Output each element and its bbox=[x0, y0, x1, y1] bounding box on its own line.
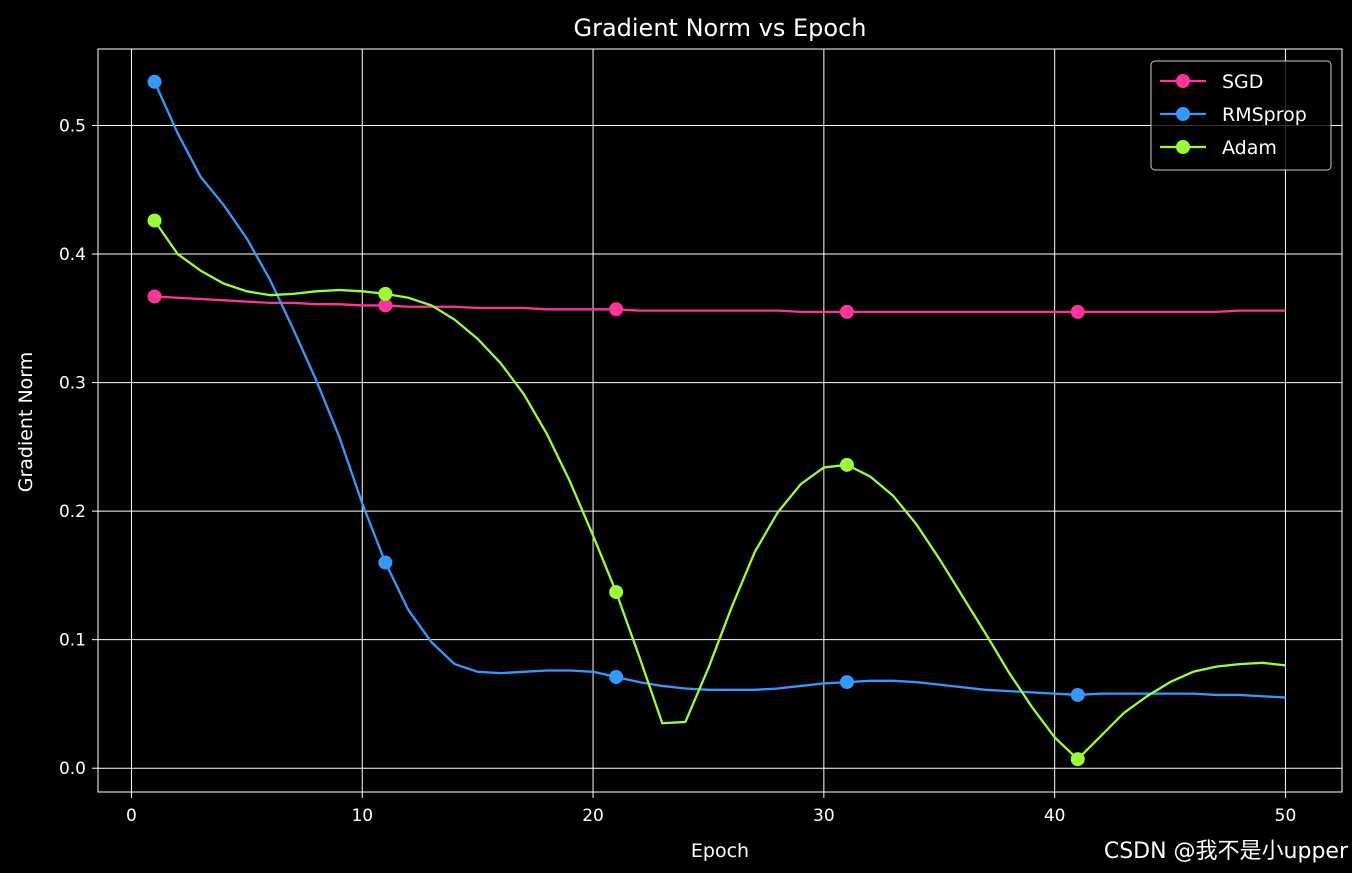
x-tick-label: 0 bbox=[126, 806, 137, 826]
legend-label-sgd: SGD bbox=[1222, 71, 1263, 93]
series-point-rmsprop bbox=[378, 555, 393, 570]
ticks: 0 10 20 30 40 50 0.0 0.1 0.2 0.3 0.4 0.5 bbox=[59, 116, 1296, 826]
chart-title: Gradient Norm vs Epoch bbox=[573, 14, 866, 42]
y-tick-label: 0.4 bbox=[59, 245, 86, 265]
legend-label-adam: Adam bbox=[1222, 137, 1277, 159]
series-point-adam bbox=[839, 457, 854, 472]
x-tick-label: 30 bbox=[813, 806, 835, 826]
grid bbox=[98, 49, 1342, 792]
plot-frame bbox=[97, 48, 1343, 793]
series-point-rmsprop bbox=[609, 669, 624, 684]
series-point-adam bbox=[378, 286, 393, 301]
series-point-rmsprop bbox=[1070, 687, 1085, 702]
series-point-adam bbox=[609, 585, 624, 600]
legend-marker-sgd bbox=[1176, 74, 1190, 88]
legend-marker-adam bbox=[1176, 140, 1190, 154]
series-line-rmsprop bbox=[153, 81, 1286, 699]
series-line-sgd bbox=[154, 295, 1286, 314]
series-point-sgd bbox=[147, 289, 162, 304]
legend-box bbox=[1150, 60, 1332, 171]
y-axis-label: Gradient Norm bbox=[15, 352, 37, 493]
series-line-adam bbox=[153, 219, 1286, 761]
x-tick-label: 20 bbox=[582, 806, 604, 826]
series-point-sgd bbox=[609, 302, 624, 317]
series-point-rmsprop bbox=[839, 675, 854, 690]
legend-label-rmsprop: RMSprop bbox=[1222, 104, 1307, 126]
x-tick-label: 10 bbox=[351, 806, 373, 826]
y-tick-label: 0.0 bbox=[59, 759, 86, 779]
series-point-adam bbox=[147, 213, 162, 228]
x-tick-label: 40 bbox=[1044, 806, 1066, 826]
x-axis-label: Epoch bbox=[691, 840, 749, 862]
x-tick-label: 50 bbox=[1275, 806, 1297, 826]
series-layer bbox=[147, 74, 1286, 767]
series-point-sgd bbox=[1070, 304, 1085, 319]
y-tick-label: 0.1 bbox=[59, 631, 86, 651]
y-tick-label: 0.2 bbox=[59, 502, 86, 522]
y-tick-label: 0.5 bbox=[59, 116, 86, 136]
series-point-sgd bbox=[839, 304, 854, 319]
legend: SGD RMSprop Adam bbox=[1150, 60, 1332, 171]
legend-marker-rmsprop bbox=[1176, 107, 1190, 121]
series-point-rmsprop bbox=[147, 74, 162, 89]
series-point-adam bbox=[1070, 752, 1085, 767]
series-point-sgd bbox=[378, 298, 393, 313]
y-tick-label: 0.3 bbox=[59, 374, 86, 394]
watermark: CSDN @我不是小upper bbox=[1103, 839, 1348, 864]
